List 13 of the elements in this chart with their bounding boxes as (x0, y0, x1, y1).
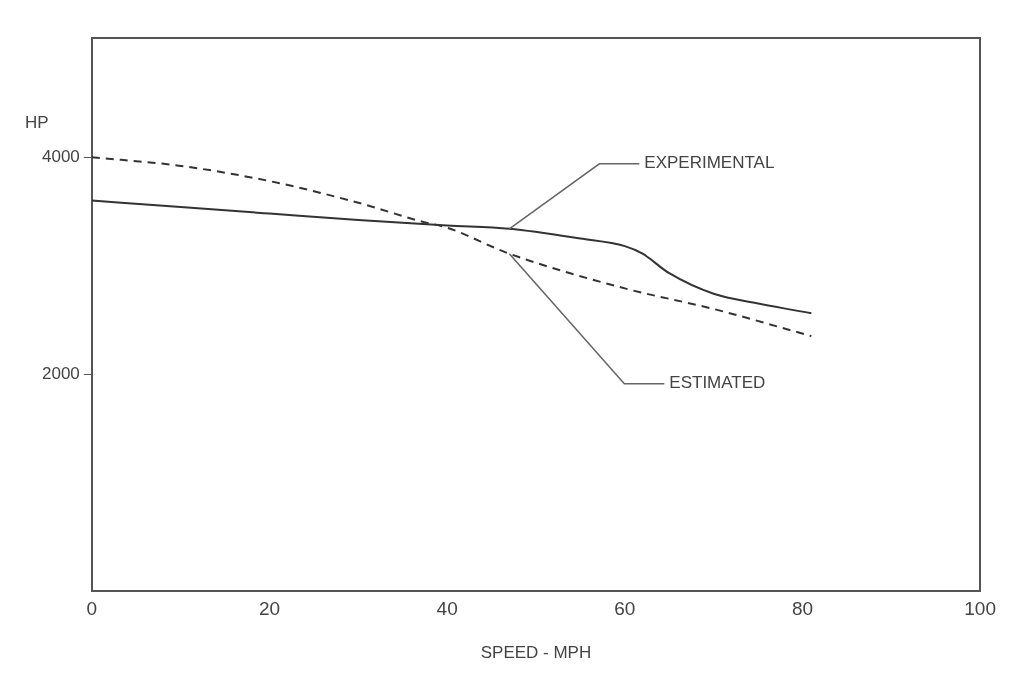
line-series (91, 156, 813, 338)
x-tick-label: 100 (964, 598, 996, 620)
y-tick-label: 4000 (41, 146, 80, 166)
x-tick-label: 20 (258, 598, 281, 620)
x-tick-label: 80 (791, 598, 814, 620)
annotation: ESTIMATED (669, 373, 766, 393)
annotation: EXPERIMENTAL (644, 153, 775, 173)
x-tick-label: 40 (436, 598, 458, 620)
y-tick-label: 2000 (41, 363, 80, 383)
x-axis-title: SPEED - MPH (480, 643, 592, 663)
y-axis-title: HP (25, 113, 49, 133)
x-tick-label: 0 (86, 598, 98, 620)
x-tick-label: 60 (614, 598, 636, 620)
